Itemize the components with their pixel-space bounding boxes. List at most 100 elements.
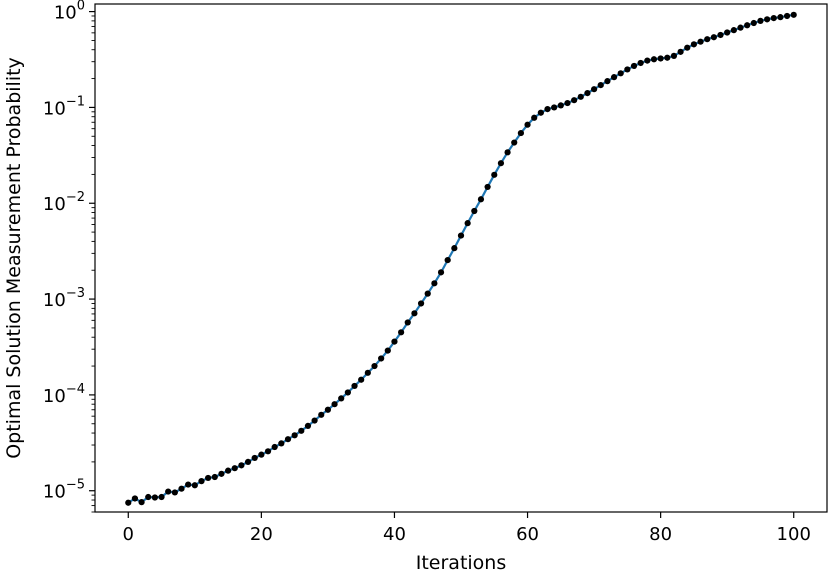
y-tick-label: 10−5 (43, 478, 85, 503)
data-point (584, 90, 591, 97)
y-tick-exponent: −5 (66, 478, 85, 493)
data-point (218, 470, 225, 477)
data-point (145, 493, 152, 501)
data-point (604, 78, 611, 85)
y-tick-base: 10 (54, 3, 77, 24)
y-tick-label: 100 (54, 0, 85, 24)
y-tick-exponent: −1 (66, 94, 85, 109)
data-point (244, 458, 252, 465)
data-point (750, 19, 757, 27)
data-point (457, 232, 465, 239)
data-point (630, 62, 638, 70)
data-point (437, 269, 445, 276)
data-point (178, 485, 185, 492)
data-point (131, 495, 139, 502)
data-point (770, 15, 777, 22)
data-point (151, 494, 158, 501)
y-tick-exponent: 0 (77, 0, 85, 14)
data-point (471, 207, 478, 215)
data-point (224, 467, 232, 474)
x-tick-label: 20 (250, 524, 273, 545)
data-point (684, 44, 691, 51)
y-tick-base: 10 (43, 386, 66, 407)
data-point (291, 432, 298, 439)
data-point (411, 310, 418, 317)
x-tick-label: 40 (383, 524, 406, 545)
series-line (127, 13, 794, 504)
data-point (590, 86, 598, 93)
data-point (185, 481, 192, 488)
y-tick-base: 10 (43, 194, 66, 215)
data-point (710, 34, 717, 41)
data-point (258, 451, 265, 458)
data-point (318, 411, 325, 418)
data-point (444, 257, 451, 264)
data-point (311, 417, 318, 424)
y-tick-label: 10−4 (43, 382, 85, 407)
y-tick-label: 10−3 (43, 286, 85, 311)
data-point (537, 109, 544, 116)
data-point (358, 376, 365, 383)
data-point (564, 99, 571, 107)
data-point (351, 382, 358, 390)
data-point (125, 499, 132, 506)
plot-frame (94, 3, 828, 513)
data-point (764, 16, 771, 23)
data-point (730, 27, 737, 34)
data-point (138, 499, 145, 506)
data-point (231, 465, 238, 472)
data-point (524, 121, 531, 128)
data-point (165, 488, 172, 495)
y-tick-exponent: −3 (66, 286, 85, 301)
data-point (517, 129, 524, 137)
data-point (398, 329, 405, 336)
data-point (670, 52, 678, 59)
data-point (451, 245, 458, 252)
data-point (644, 57, 651, 64)
data-point (571, 97, 578, 104)
data-point (264, 448, 272, 455)
data-point (271, 443, 278, 451)
x-tick-label: 60 (516, 524, 539, 545)
y-axis-label: Optimal Solution Measurement Probability (3, 57, 25, 459)
data-point (278, 440, 285, 447)
data-point (724, 29, 731, 36)
data-point (744, 22, 751, 29)
data-point (391, 338, 398, 345)
x-axis-label: Iterations (416, 552, 507, 574)
data-point (544, 106, 551, 113)
data-point (338, 395, 345, 402)
y-tick-exponent: −4 (66, 382, 85, 397)
data-point (371, 362, 378, 370)
data-point (198, 478, 205, 485)
data-point (657, 55, 664, 62)
data-point (531, 114, 538, 121)
data-point (344, 389, 351, 396)
y-tick-base: 10 (43, 290, 66, 311)
data-point (191, 482, 198, 489)
data-point (251, 454, 258, 462)
data-point (551, 104, 558, 111)
data-point (417, 300, 425, 307)
data-point (424, 290, 431, 297)
data-point (497, 160, 505, 167)
data-point (304, 422, 312, 429)
plot-area (125, 11, 797, 506)
data-point (158, 493, 165, 501)
data-point (364, 369, 371, 376)
data-point (484, 183, 491, 191)
y-tick-base: 10 (43, 482, 66, 503)
data-point (610, 74, 618, 81)
data-point (491, 171, 498, 178)
data-point (384, 347, 391, 354)
data-point (477, 196, 485, 203)
data-point (431, 280, 438, 287)
data-point (664, 54, 671, 61)
data-point (690, 41, 698, 48)
data-point (205, 474, 212, 482)
x-tick-label: 80 (649, 524, 672, 545)
data-point (637, 59, 644, 67)
data-point (464, 220, 471, 227)
